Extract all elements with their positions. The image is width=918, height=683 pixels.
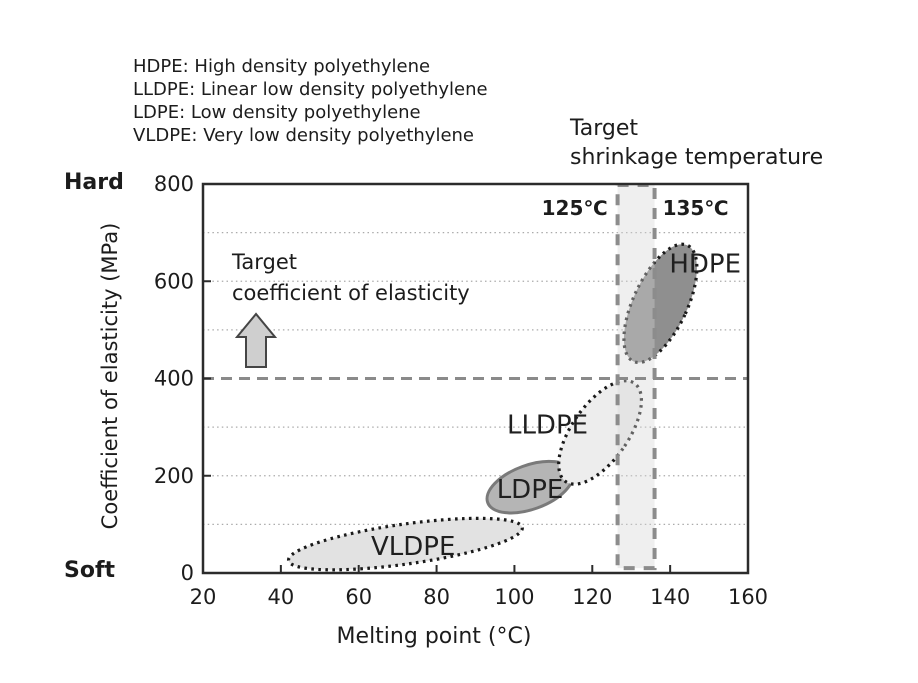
x-tick-label-20: 20 xyxy=(190,585,217,609)
band-temp-label-left: 125℃ xyxy=(542,196,608,220)
x-tick-label-40: 40 xyxy=(267,585,294,609)
y-tick-label-800: 800 xyxy=(154,172,194,196)
x-tick-label-140: 140 xyxy=(650,585,690,609)
region-vldpe-ellipse xyxy=(286,516,524,572)
region-label-vldpe: VLDPE xyxy=(371,532,455,562)
y-axis-title: Coefficient of elasticity (MPa) xyxy=(98,222,122,530)
y-tick-label-400: 400 xyxy=(154,367,194,391)
abbreviation-legend: HDPE: High density polyethylene LLDPE: L… xyxy=(133,55,488,147)
legend-line-ldpe: LDPE: Low density polyethylene xyxy=(133,102,421,123)
region-label-hdpe: HDPE xyxy=(669,249,741,279)
shrinkage-title-line1: Target xyxy=(570,116,639,141)
x-tick-label-160: 160 xyxy=(728,585,768,609)
legend-line-vldpe: VLDPE: Very low density polyethylene xyxy=(133,125,474,146)
up-arrow-icon xyxy=(234,312,278,368)
target-elasticity-line1: Target xyxy=(232,250,297,274)
region-label-lldpe: LLDPE xyxy=(507,411,588,441)
y-tick-label-600: 600 xyxy=(154,269,194,293)
x-tick-label-100: 100 xyxy=(494,585,534,609)
shrink-band-outline xyxy=(615,183,657,571)
shrinkage-temperature-title: Target shrinkage temperature xyxy=(570,114,823,172)
band-temp-label-right: 135℃ xyxy=(663,196,729,220)
shrink-band-fill xyxy=(617,184,655,569)
hard-label: Hard xyxy=(64,170,124,195)
y-tick-label-200: 200 xyxy=(154,464,194,488)
x-axis-title: Melting point (°C) xyxy=(336,624,532,649)
target-elasticity-title: Target coefficient of elasticity xyxy=(232,247,470,309)
x-tick-label-60: 60 xyxy=(345,585,372,609)
region-hdpe-ellipse xyxy=(622,242,699,365)
target-elasticity-line2: coefficient of elasticity xyxy=(232,281,470,305)
y-tick-label-0: 0 xyxy=(181,561,194,585)
shrinkage-title-line2: shrinkage temperature xyxy=(570,145,824,170)
region-label-ldpe: LDPE xyxy=(497,475,564,505)
legend-line-lldpe: LLDPE: Linear low density polyethylene xyxy=(133,79,488,100)
soft-label: Soft xyxy=(64,558,116,583)
x-tick-label-120: 120 xyxy=(572,585,612,609)
legend-line-hdpe: HDPE: High density polyethylene xyxy=(133,56,431,77)
x-tick-label-80: 80 xyxy=(423,585,450,609)
